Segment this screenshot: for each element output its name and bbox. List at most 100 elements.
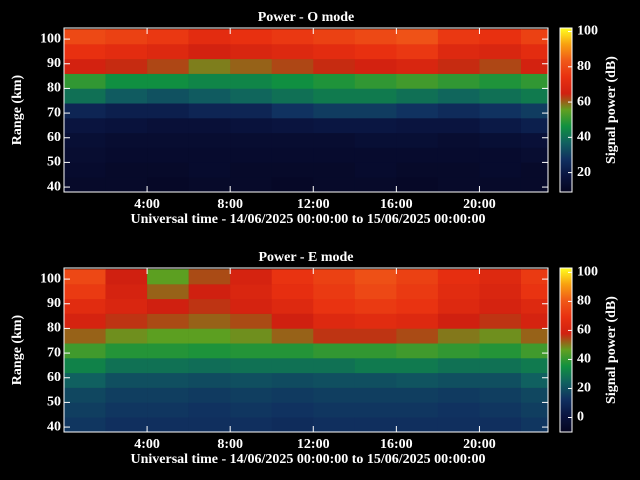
heatmap-cell [520,73,548,89]
heatmap-cell [313,372,356,388]
heatmap-cell [230,29,273,45]
heatmap-cell [479,58,522,74]
heatmap-cell [313,118,356,134]
heatmap-cell [271,73,314,89]
heatmap-cell [147,343,189,359]
heatmap-cell [437,29,480,45]
heatmap-cell [147,177,189,192]
heatmap-cell [230,387,273,403]
heatmap-cell [188,402,231,418]
heatmap-cell [230,402,273,418]
heatmap-cell [520,343,548,359]
heatmap-cell [271,147,314,163]
heatmap-cell [479,162,522,178]
heatmap-cell [354,44,397,60]
heatmap-cell [105,313,148,329]
x-tick-label: 12:00 [297,197,330,212]
heatmap-cell [188,269,231,285]
heatmap-cell [64,147,106,163]
heatmap-cell [479,118,522,134]
y-tick-label: 40 [47,419,61,434]
heatmap-cell [230,328,273,344]
heatmap-cell [520,328,548,344]
heatmap-cell [520,358,548,374]
y-axis-label: Range (km) [10,74,25,145]
heatmap-cell [147,328,189,344]
heatmap-cell [188,103,231,119]
x-tick-label: 20:00 [463,437,496,452]
heatmap-cell [147,417,189,432]
x-tick-label: 8:00 [217,437,243,452]
heatmap-cell [64,132,106,148]
heatmap-cell [271,358,314,374]
heatmap-cell [271,103,314,119]
heatmap-cell [396,162,439,178]
colorbar-tick-label: 60 [577,94,591,109]
heatmap-cell [271,132,314,148]
colorbar-tick-label: 0 [577,410,584,425]
heatmap-cell [64,313,106,329]
heatmap-cell [437,402,480,418]
heatmap-cell [479,402,522,418]
heatmap-cell [64,269,106,285]
heatmap-cell [188,313,231,329]
heatmap-cell [396,118,439,134]
heatmap-cell [105,402,148,418]
heatmap-cell [147,88,189,104]
heatmap-cell [437,88,480,104]
heatmap-cell [271,44,314,60]
heatmap-cell [64,177,106,192]
heatmap-cell [105,358,148,374]
y-tick-label: 60 [47,370,61,385]
heatmap-cell [188,44,231,60]
colorbar-tick-label: 40 [577,130,591,145]
heatmap-cell [313,343,356,359]
heatmap-cell [437,177,480,192]
heatmap-cell [188,358,231,374]
heatmap-cell [271,284,314,300]
heatmap-cell [437,73,480,89]
chart-title: Power - E mode [259,250,354,265]
heatmap-cell [188,298,231,314]
x-tick-label: 16:00 [380,197,413,212]
heatmap-cell [479,103,522,119]
heatmap-cell [188,88,231,104]
y-tick-label: 100 [40,31,61,46]
heatmap-cell [354,177,397,192]
heatmap-cell [396,103,439,119]
x-tick-label: 12:00 [297,437,330,452]
heatmap-cell [105,328,148,344]
heatmap-cell [64,88,106,104]
heatmap-cell [64,29,106,45]
heatmap-cell [479,132,522,148]
heatmap-cell [271,372,314,388]
heatmap-cell [188,132,231,148]
colorbar-tick-label: 60 [577,323,591,338]
x-axis-label: Universal time - 14/06/2025 00:00:00 to … [130,212,485,227]
heatmap-cell [147,358,189,374]
heatmap-cell [64,402,106,418]
heatmap-cell [147,269,189,285]
heatmap-cell [313,132,356,148]
chart-title: Power - O mode [258,10,355,25]
heatmap-cell [396,343,439,359]
heatmap-cell [105,417,148,432]
heatmap-cell [479,358,522,374]
heatmap-cell [313,29,356,45]
heatmap-cell [396,284,439,300]
heatmap-cell [520,58,548,74]
heatmap-cell [437,343,480,359]
heatmap-cell [230,313,273,329]
heatmap-cell [396,73,439,89]
heatmap-cell [437,313,480,329]
heatmap [64,269,548,432]
heatmap-cell [520,372,548,388]
heatmap-cell [396,44,439,60]
heatmap-cell [354,132,397,148]
heatmap-cell [147,132,189,148]
heatmap-cell [230,298,273,314]
heatmap-cell [396,147,439,163]
heatmap-cell [105,298,148,314]
heatmap-cell [105,44,148,60]
